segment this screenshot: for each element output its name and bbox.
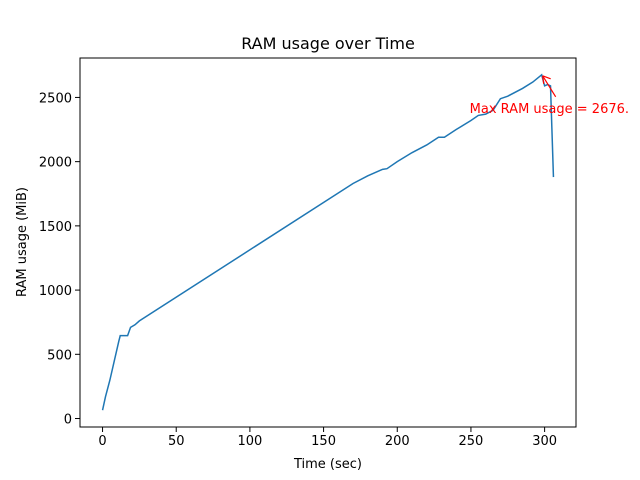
y-tick-label: 1000: [39, 284, 72, 299]
y-tick-label: 2000: [39, 156, 72, 171]
chart-title: RAM usage over Time: [241, 34, 415, 53]
y-axis-label: RAM usage (MiB): [15, 187, 30, 297]
y-tick-label: 1500: [39, 220, 72, 235]
x-tick-label: 300: [532, 434, 557, 449]
x-tick-label: 0: [98, 434, 106, 449]
x-tick-label: 200: [385, 434, 410, 449]
y-tick-label: 2500: [39, 91, 72, 106]
annotation-text: Max RAM usage = 2676.: [470, 102, 629, 117]
x-tick-label: 150: [311, 434, 336, 449]
y-tick-label: 500: [47, 348, 72, 363]
y-tick-label: 0: [64, 413, 72, 428]
annotation-arrow: [542, 75, 557, 98]
x-tick-label: 50: [168, 434, 185, 449]
x-tick-label: 250: [459, 434, 484, 449]
annotation-arrowhead: [542, 75, 551, 84]
x-axis-label: Time (sec): [293, 457, 362, 472]
plot-frame: [79, 57, 577, 428]
x-tick-label: 100: [237, 434, 262, 449]
data-line: [101, 73, 555, 411]
